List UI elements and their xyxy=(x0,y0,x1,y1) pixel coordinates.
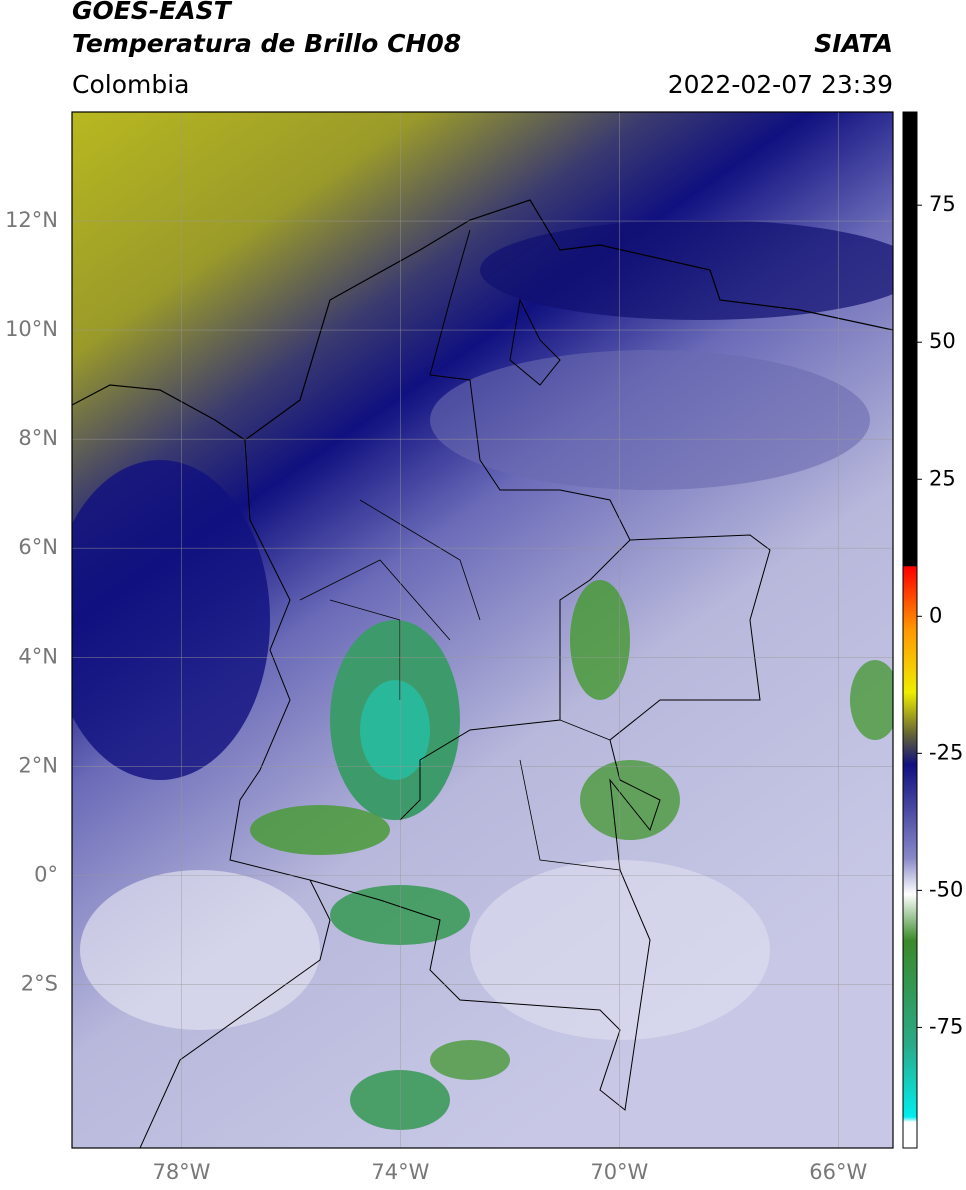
title: GOES-EAST xyxy=(72,0,233,25)
lon-tick-label: 78°W xyxy=(152,1160,210,1184)
region: Colombia xyxy=(72,70,189,99)
source: SIATA xyxy=(814,29,893,58)
lat-tick-label: 12°N xyxy=(5,208,58,232)
lon-tick-label: 66°W xyxy=(809,1160,867,1184)
subtitle: Temperatura de Brillo CH08 xyxy=(72,29,461,58)
colorbar-tick-label: 75 xyxy=(929,192,956,216)
colorbar-tick-label: -75 xyxy=(929,1014,963,1038)
satellite-image xyxy=(72,112,893,1148)
lon-tick-label: 74°W xyxy=(371,1160,429,1184)
colorbar-tick-label: 0 xyxy=(929,603,942,627)
colorbar-tick-label: 50 xyxy=(929,329,956,353)
colorbar xyxy=(902,111,918,1149)
colorbar-tick-label: -25 xyxy=(929,740,963,764)
datetime: 2022-02-07 23:39 xyxy=(668,70,893,99)
lat-tick-label: 4°N xyxy=(18,644,58,668)
lat-tick-label: 2°S xyxy=(21,971,58,995)
map-frame xyxy=(71,111,894,1149)
lat-tick-label: 10°N xyxy=(5,317,58,341)
lon-tick-label: 70°W xyxy=(590,1160,648,1184)
lat-tick-label: 6°N xyxy=(18,535,58,559)
lat-tick-label: 2°N xyxy=(18,753,58,777)
colorbar-tick-label: 25 xyxy=(929,466,956,490)
lat-tick-label: 0° xyxy=(34,862,58,886)
lat-tick-label: 8°N xyxy=(18,426,58,450)
colorbar-tick-label: -50 xyxy=(929,877,963,901)
